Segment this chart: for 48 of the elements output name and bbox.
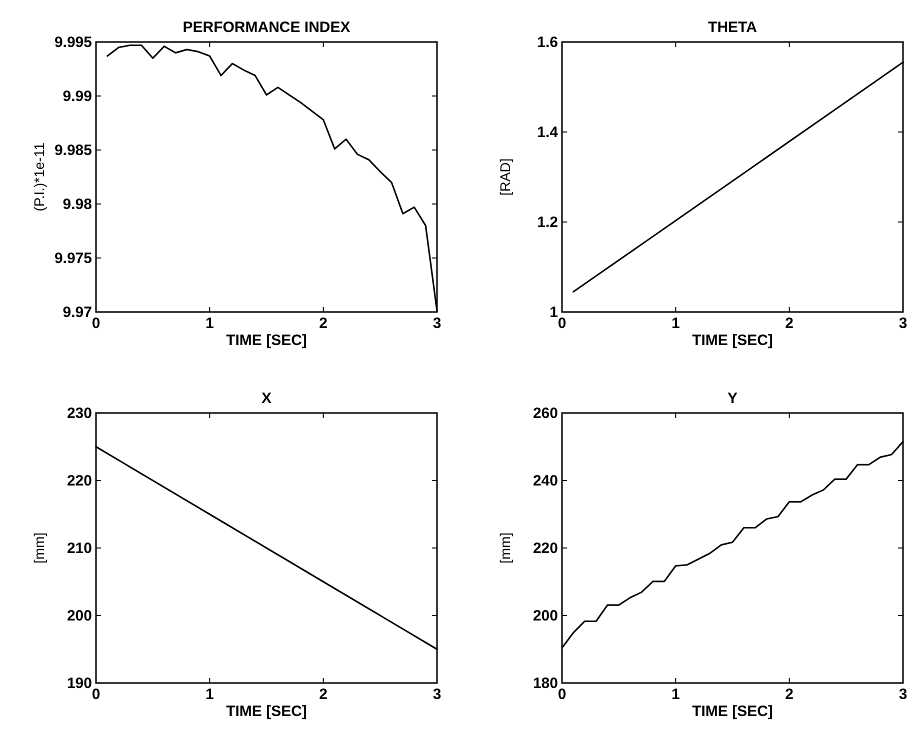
y-axis-title: [mm] [497, 532, 513, 564]
x-tick-label: 2 [785, 686, 794, 703]
x-tick-label: 2 [785, 315, 794, 332]
y-tick-label: 260 [532, 405, 558, 422]
x-tick-label: 2 [319, 315, 328, 332]
y-tick-label: 9.985 [54, 142, 92, 159]
y-tick-label: 9.975 [54, 250, 92, 267]
y-tick-label: 1 [550, 304, 558, 321]
x-tick-label: 3 [898, 315, 908, 332]
y-axis-title: (P.I.)*1e-11 [31, 142, 47, 212]
x-tick-label: 0 [92, 686, 100, 703]
y-tick-label: 1.6 [537, 34, 558, 51]
y-axis-title: [mm] [31, 532, 47, 564]
y-tick-label: 1.4 [537, 124, 559, 141]
x-tick-label: 1 [205, 686, 214, 703]
x-tick-label: 0 [92, 315, 100, 332]
x-tick-label: 3 [432, 686, 442, 703]
y-tick-label: 230 [66, 405, 92, 422]
y-tick-label: 220 [66, 472, 92, 490]
x-axis-title: TIME [SEC] [226, 703, 307, 720]
y-tick-label: 210 [66, 540, 92, 557]
y-tick-label: 240 [532, 472, 558, 490]
x-tick-label: 3 [898, 686, 908, 703]
y-tick-label: 9.99 [62, 88, 92, 105]
x-tick-label: 0 [558, 315, 566, 332]
chart-title: Y [727, 390, 738, 407]
y-tick-label: 220 [532, 540, 558, 557]
chart-title: THETA [708, 19, 758, 36]
x-tick-label: 1 [205, 315, 214, 332]
x-tick-label: 3 [432, 315, 442, 332]
y-tick-label: 9.995 [54, 34, 92, 51]
y-tick-label: 1.2 [537, 214, 558, 231]
x-tick-label: 1 [671, 686, 680, 703]
y-tick-label: 200 [66, 608, 92, 624]
y-tick-label: 9.97 [62, 304, 92, 321]
chart-title: PERFORMANCE INDEX [182, 19, 350, 36]
x-axis-title: TIME [SEC] [226, 332, 307, 349]
x-axis-title: TIME [SEC] [692, 332, 773, 349]
chart-title: X [261, 390, 272, 407]
y-tick-label: 200 [532, 608, 558, 624]
x-axis-title: TIME [SEC] [692, 703, 773, 720]
x-tick-label: 1 [671, 315, 680, 332]
y-axis-title: [RAD] [497, 158, 513, 196]
y-tick-label: 180 [532, 675, 558, 692]
y-tick-label: 9.98 [62, 196, 92, 213]
x-tick-label: 0 [558, 686, 566, 703]
y-tick-label: 190 [66, 675, 92, 692]
x-tick-label: 2 [319, 686, 328, 703]
